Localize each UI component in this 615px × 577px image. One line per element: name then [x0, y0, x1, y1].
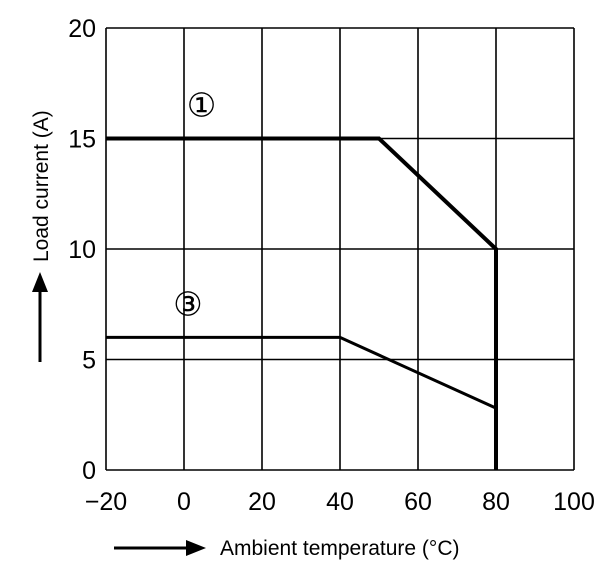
x-axis-ticks: −20 0 20 40 60 80 100	[85, 488, 595, 516]
x-axis-title-group: Ambient temperature (°C)	[114, 537, 459, 560]
y-tick-label: 5	[82, 347, 96, 375]
x-tick-label: 100	[553, 488, 595, 516]
x-tick-label: 60	[404, 488, 432, 516]
grid	[105, 27, 575, 471]
x-tick-label: 0	[177, 488, 191, 516]
y-tick-label: 20	[68, 15, 96, 43]
x-tick-label: 40	[326, 488, 354, 516]
series-labels: ①③	[173, 86, 216, 324]
y-axis-arrow-icon	[32, 272, 48, 292]
y-axis-title-group: Load current (A)	[30, 110, 53, 362]
y-tick-label: 15	[68, 126, 96, 154]
series-line-1	[106, 136, 498, 470]
y-axis-title: Load current (A)	[30, 110, 53, 262]
series-label-1: ①	[187, 86, 217, 125]
y-axis-ticks: 0 5 10 15 20	[68, 15, 96, 485]
y-tick-label: 0	[82, 457, 96, 485]
x-axis-arrow-icon	[186, 540, 206, 556]
series-line-2	[106, 335, 498, 470]
series-label-2: ③	[173, 284, 203, 323]
x-tick-label: 20	[248, 488, 276, 516]
x-tick-label: 80	[482, 488, 510, 516]
y-tick-label: 10	[68, 236, 96, 264]
x-tick-label: −20	[85, 488, 127, 516]
x-axis-title: Ambient temperature (°C)	[220, 537, 459, 560]
series-lines	[106, 136, 498, 470]
